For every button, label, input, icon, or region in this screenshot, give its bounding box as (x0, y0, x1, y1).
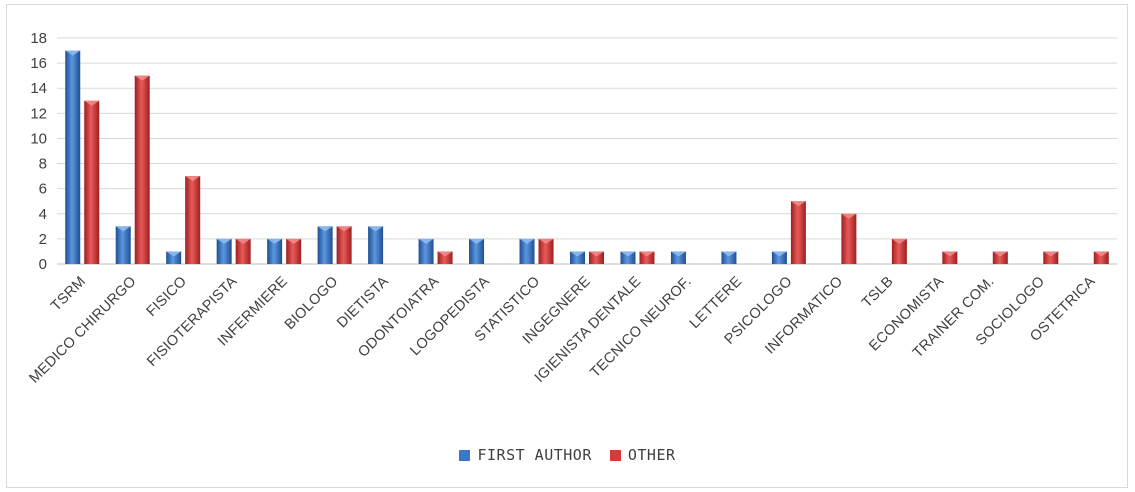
bar-first-author (620, 251, 636, 264)
bar-other (84, 100, 100, 265)
legend-item-first-author: FIRST AUTHOR (459, 446, 591, 464)
y-tick-label: 16 (30, 55, 47, 72)
legend-label-first-author: FIRST AUTHOR (477, 446, 592, 464)
x-category-label: FISICO (144, 274, 190, 320)
x-category-label: BIOLOGO (282, 274, 342, 334)
bar-first-author (670, 251, 686, 264)
bar-first-author (519, 238, 535, 264)
bar-other (790, 201, 806, 264)
bar-first-author (267, 238, 283, 264)
bar-first-author (469, 238, 485, 264)
y-tick-label: 14 (30, 80, 47, 97)
y-tick-label: 8 (39, 156, 47, 173)
bar-first-author (166, 251, 182, 264)
x-category-label: FISIOTERAPISTA (144, 273, 240, 369)
bar-first-author (570, 251, 585, 264)
bar-other (992, 251, 1008, 264)
bar-other (891, 238, 907, 264)
bar-first-author (721, 251, 737, 264)
bar-other (235, 238, 251, 264)
y-tick-label: 6 (39, 181, 47, 198)
x-category-label: TECNICO NEUROF. (587, 274, 694, 381)
y-tick-label: 4 (39, 206, 47, 223)
bar-other (589, 251, 604, 264)
bar-first-author (317, 226, 333, 264)
bar-first-author (771, 251, 787, 264)
y-tick-label: 18 (30, 30, 47, 47)
y-tick-label: 0 (39, 256, 47, 273)
bar-other (286, 238, 302, 264)
bar-first-author (65, 50, 81, 264)
legend-label-other: OTHER (627, 446, 676, 464)
bar-first-author (368, 226, 384, 264)
x-category-label: TSRM (48, 274, 89, 315)
bar-other (639, 251, 655, 264)
bar-other (437, 251, 453, 264)
y-tick-label: 10 (30, 130, 47, 147)
legend-item-other: OTHER (609, 446, 676, 464)
legend-swatch-first-author (459, 449, 471, 461)
bar-other (1093, 251, 1109, 264)
bar-other (942, 251, 958, 264)
y-tick-label: 2 (39, 231, 47, 248)
bar-other (336, 226, 352, 264)
legend: FIRST AUTHOR OTHER (0, 446, 1135, 464)
bar-other (841, 213, 857, 264)
bar-other (538, 238, 554, 264)
bar-first-author (418, 238, 434, 264)
bar-other (185, 176, 201, 264)
legend-swatch-other (609, 449, 621, 461)
bar-other (1043, 251, 1059, 264)
y-tick-label: 12 (30, 105, 47, 122)
bar-other (134, 75, 150, 265)
bar-first-author (115, 226, 131, 264)
bar-first-author (216, 238, 232, 264)
x-category-label: TSLB (859, 274, 897, 312)
